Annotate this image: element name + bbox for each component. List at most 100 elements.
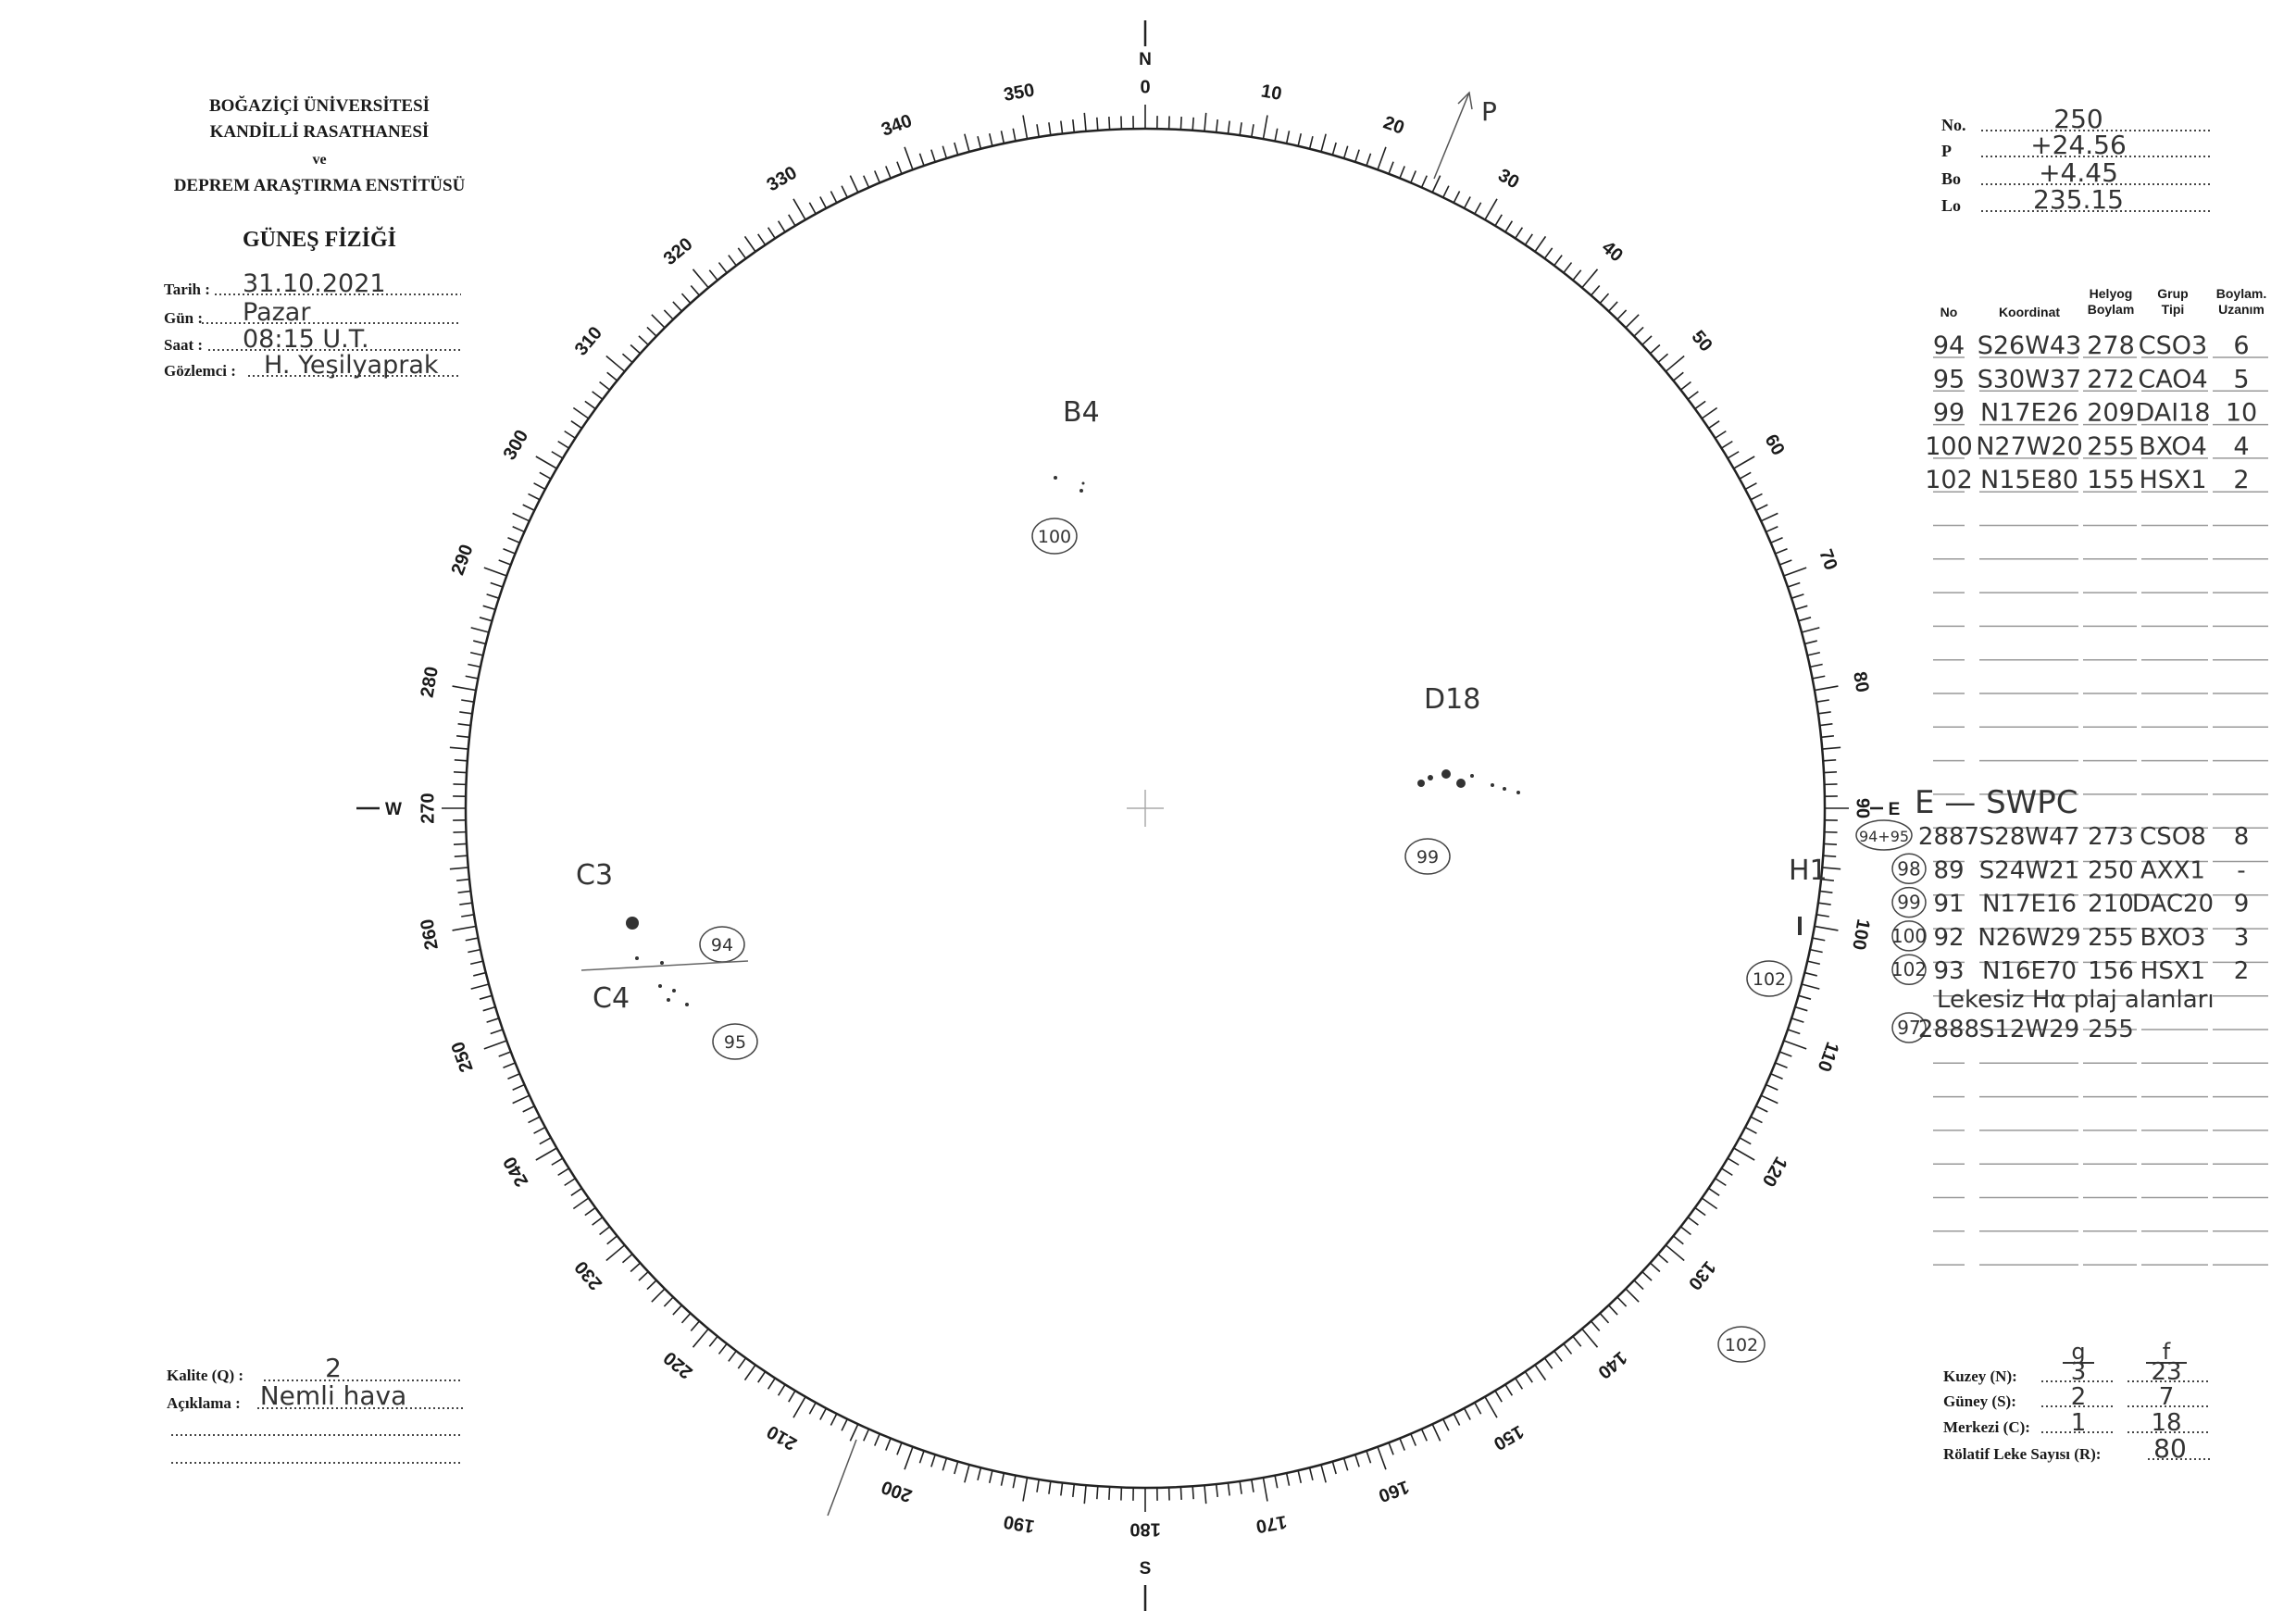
- south-label: S: [1140, 1559, 1152, 1579]
- scale-tick: [584, 1206, 596, 1217]
- scale-tick: [473, 640, 486, 645]
- scale-tick: [930, 149, 936, 163]
- scale-tick: [584, 400, 596, 410]
- scale-tick: [564, 430, 576, 439]
- institution-line: ve: [312, 152, 326, 168]
- scale-tick: [885, 1438, 892, 1451]
- scale-tick: [1791, 1017, 1804, 1023]
- reference-number: 97: [1897, 1017, 1920, 1039]
- scale-label: 240: [500, 1153, 533, 1190]
- scale-tick: [680, 293, 692, 305]
- scale-tick: [1179, 1486, 1182, 1501]
- scale-tick: [465, 937, 479, 942]
- group-number: 99: [1416, 847, 1439, 868]
- swpc-cell: BXO3: [2140, 924, 2206, 952]
- scale-tick: [1543, 247, 1554, 259]
- scale-tick: [1715, 1178, 1727, 1187]
- scale-tick: [942, 145, 948, 159]
- table-cell: N15E80: [1980, 466, 2078, 494]
- scale-tick: [1657, 353, 1669, 364]
- scale-label: 150: [1490, 1421, 1527, 1454]
- scale-tick: [757, 233, 767, 245]
- east-label: E: [1889, 800, 1901, 819]
- scale-label: 290: [448, 542, 478, 578]
- scale-tick: [1453, 1413, 1461, 1426]
- scale-tick: [1744, 482, 1757, 491]
- scale-tick: [522, 1105, 535, 1113]
- scale-tick: [1819, 890, 1833, 893]
- group-number: 95: [724, 1032, 746, 1053]
- scale-tick: [808, 202, 817, 215]
- swpc-cell: 273: [2088, 823, 2134, 851]
- scale-tick: [1515, 227, 1524, 239]
- scale-tick: [1581, 1328, 1599, 1348]
- scale-tick: [1474, 1402, 1482, 1415]
- scale-tick: [896, 1442, 903, 1455]
- scale-tick: [680, 1312, 692, 1324]
- scale-tick: [490, 581, 504, 588]
- scale-tick: [1285, 131, 1291, 144]
- scale-tick: [1366, 1450, 1372, 1464]
- swpc-cell: S12W29: [1979, 1016, 2079, 1043]
- scale-tick: [1687, 391, 1699, 400]
- table-cell: S30W37: [1978, 365, 2082, 393]
- scale-tick: [564, 1178, 576, 1187]
- scale-tick: [1616, 1296, 1628, 1307]
- scale-tick: [1791, 593, 1804, 599]
- count-label: Merkezi (C):: [1943, 1418, 2030, 1436]
- scale-tick: [1665, 355, 1685, 372]
- scale-tick: [1812, 937, 1826, 942]
- scale-label: 30: [1494, 165, 1522, 193]
- table-cell: 100: [1925, 432, 1973, 461]
- group-count: 3: [2071, 1358, 2087, 1386]
- scale-tick: [454, 759, 468, 762]
- scale-tick: [512, 1094, 530, 1105]
- scale-tick: [1727, 1157, 1740, 1166]
- scale-tick: [638, 1271, 649, 1281]
- scale-tick: [1798, 994, 1812, 1000]
- scale-label: 310: [571, 323, 606, 360]
- scale-tick: [1608, 1305, 1618, 1316]
- field-label: Saat :: [164, 336, 203, 354]
- scale-tick: [1649, 1262, 1661, 1273]
- scale-tick: [1694, 1206, 1706, 1217]
- scale-tick: [638, 335, 649, 345]
- scale-tick: [1072, 1483, 1076, 1497]
- ephemeris-label: No.: [1941, 116, 1966, 134]
- scale-tick: [1819, 723, 1833, 727]
- scale-tick: [1572, 1335, 1582, 1347]
- scale-tick: [819, 1407, 828, 1420]
- scale-tick: [1823, 855, 1837, 857]
- scale-tick: [954, 1461, 959, 1475]
- scale-tick: [918, 1450, 925, 1464]
- scale-tick: [646, 1280, 657, 1291]
- scale-tick: [1083, 112, 1087, 131]
- scale-tick: [1744, 1126, 1757, 1134]
- scale-tick: [482, 1005, 496, 1012]
- scale-tick: [988, 132, 993, 146]
- table-cell: 94: [1933, 331, 1965, 360]
- scale-tick: [672, 1305, 682, 1316]
- swpc-row: 102 93 N16E70 156 HSX1 2: [1891, 954, 2249, 985]
- scale-tick: [777, 220, 786, 232]
- field-value: 31.10.2021: [243, 269, 386, 298]
- reference-number: 99: [1897, 892, 1920, 914]
- reference-number: 102: [1891, 958, 1927, 980]
- scale-tick: [592, 1217, 604, 1226]
- equator-marker: [827, 1439, 857, 1517]
- swpc-note: Lekesiz Hα plaj alanları: [1937, 986, 2215, 1014]
- scale-tick: [830, 191, 838, 204]
- reference-circle: [1855, 819, 1913, 851]
- quality-value: 2: [325, 1353, 342, 1383]
- group-count: 1: [2071, 1409, 2087, 1437]
- table-cell: 6: [2233, 331, 2249, 360]
- scale-tick: [1342, 145, 1349, 159]
- scale-tick: [606, 1235, 618, 1245]
- scale-tick: [1657, 1253, 1669, 1264]
- reference-circle: [1891, 920, 1927, 952]
- scale-tick: [646, 326, 657, 337]
- scale-tick: [954, 142, 959, 156]
- scale-tick: [1641, 1271, 1653, 1281]
- scale-tick: [1048, 122, 1052, 136]
- scale-tick: [1504, 1384, 1514, 1396]
